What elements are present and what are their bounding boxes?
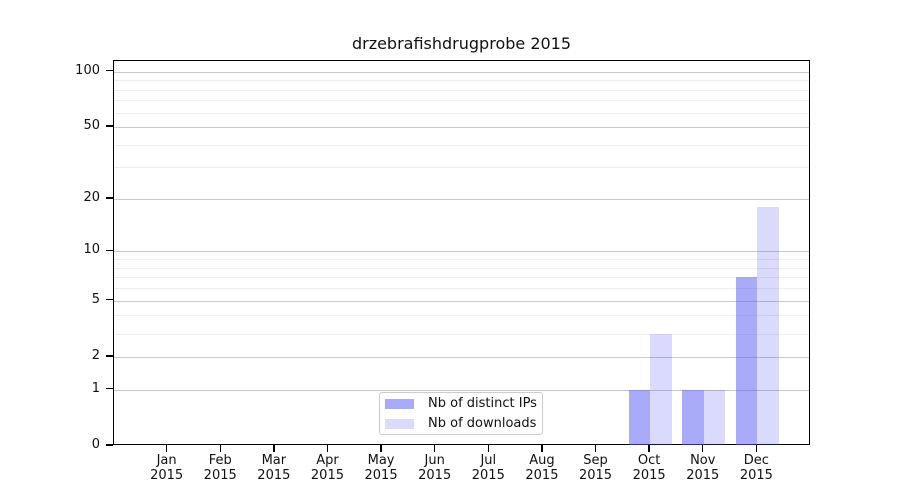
x-tick-label: Jun 2015	[418, 453, 452, 483]
x-tick-label: Oct 2015	[632, 453, 666, 483]
minor-gridline	[114, 144, 809, 146]
x-tick-label: Dec 2015	[739, 453, 773, 483]
x-tick	[755, 445, 758, 452]
major-gridline	[114, 251, 809, 253]
major-gridline	[114, 300, 809, 302]
bar-distinct-ips	[628, 389, 651, 445]
y-tick	[106, 298, 113, 301]
x-tick-label: Sep 2015	[578, 453, 613, 483]
y-tick-label: 10	[83, 242, 100, 258]
y-tick	[106, 355, 113, 357]
bar-distinct-ips	[682, 389, 704, 445]
y-tick-label: 100	[75, 62, 100, 78]
bar-distinct-ips	[735, 277, 758, 445]
minor-gridline	[114, 100, 809, 102]
x-tick-label: May 2015	[364, 453, 398, 483]
minor-gridline	[114, 333, 809, 335]
y-tick	[106, 69, 113, 72]
chart-title: drzebrafishdrugprobe 2015	[351, 34, 572, 53]
legend-label-distinct-ips: Nb of distinct IPs	[428, 396, 537, 411]
x-tick	[648, 445, 650, 452]
major-gridline	[114, 127, 809, 129]
y-tick	[106, 197, 113, 199]
y-tick	[106, 388, 113, 390]
x-tick	[273, 445, 275, 452]
legend-item-downloads: Nb of downloads	[385, 416, 537, 431]
bar-downloads	[703, 389, 726, 445]
x-tick-label: Jan 2015	[150, 453, 184, 483]
x-tick	[702, 445, 704, 452]
minor-gridline	[114, 277, 809, 279]
bar-downloads	[757, 207, 779, 445]
x-tick	[594, 445, 597, 452]
legend-label-downloads: Nb of downloads	[428, 416, 537, 431]
y-tick-label: 1	[91, 380, 100, 396]
x-tick	[487, 445, 489, 452]
minor-gridline	[114, 315, 809, 317]
legend: Nb of distinct IPs Nb of downloads	[379, 392, 543, 435]
y-tick	[106, 444, 113, 446]
x-tick-label: Mar 2015	[257, 453, 291, 483]
x-tick	[326, 445, 329, 452]
y-tick	[106, 125, 113, 127]
x-tick-label: Feb 2015	[203, 453, 237, 483]
minor-gridline	[114, 267, 809, 269]
minor-gridline	[114, 288, 809, 290]
legend-item-distinct-ips: Nb of distinct IPs	[385, 396, 537, 411]
x-tick	[433, 445, 436, 452]
x-tick-label: Nov 2015	[686, 453, 720, 483]
plot-area	[113, 60, 810, 445]
y-tick	[106, 249, 113, 252]
major-gridline	[114, 199, 809, 200]
minor-gridline	[114, 80, 809, 82]
x-tick	[541, 445, 543, 452]
legend-swatch-downloads	[385, 418, 414, 429]
x-tick-label: Jul 2015	[471, 453, 505, 483]
y-tick-label: 2	[91, 347, 100, 363]
major-gridline	[114, 71, 809, 73]
minor-gridline	[114, 89, 809, 91]
y-tick-label: 20	[83, 190, 100, 205]
major-gridline	[114, 389, 809, 391]
y-tick-label: 0	[91, 437, 100, 452]
x-tick	[219, 445, 221, 452]
bar-downloads	[650, 333, 672, 445]
x-tick-label: Aug 2015	[525, 453, 559, 483]
minor-gridline	[114, 167, 809, 169]
major-gridline	[114, 356, 809, 358]
x-tick-label: Apr 2015	[310, 453, 344, 483]
minor-gridline	[114, 112, 809, 114]
x-tick	[380, 445, 382, 452]
legend-swatch-distinct-ips	[385, 398, 414, 409]
x-tick	[165, 445, 168, 452]
y-tick-label: 50	[83, 118, 100, 134]
minor-gridline	[114, 259, 809, 261]
y-tick-label: 5	[91, 291, 100, 307]
